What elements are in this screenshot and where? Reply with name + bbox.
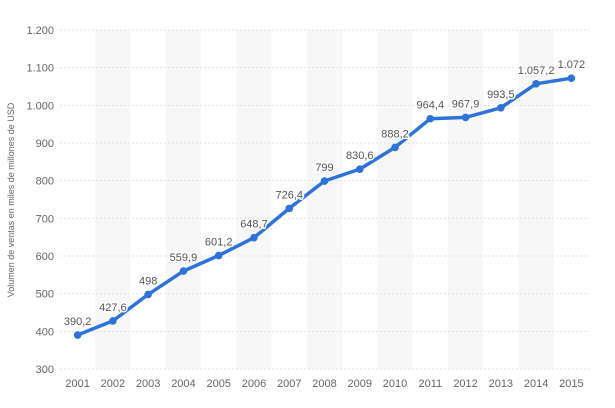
data-point[interactable] xyxy=(355,165,364,173)
y-tick-label: 400 xyxy=(36,326,54,338)
data-label: 601,2 xyxy=(205,237,233,249)
column-bands xyxy=(95,30,554,369)
data-point[interactable] xyxy=(109,317,117,325)
y-tick-label: 1.100 xyxy=(26,63,54,75)
data-point[interactable] xyxy=(179,267,188,275)
data-point[interactable] xyxy=(250,233,258,242)
y-tick-label: 800 xyxy=(36,176,54,188)
y-tick-label: 1.200 xyxy=(26,25,54,37)
y-tick-label: 600 xyxy=(36,251,54,263)
x-axis-ticks: 2001 2002 2003 2004 2005 2006 2007 2008 2009 2010… xyxy=(65,378,583,390)
data-label: 559,9 xyxy=(170,252,198,264)
data-label: 888,2 xyxy=(381,128,409,140)
y-axis-title: Volumen de ventas en miles de millones d… xyxy=(6,102,16,297)
y-tick-label: 900 xyxy=(36,138,54,150)
data-point[interactable] xyxy=(426,114,435,123)
data-point[interactable] xyxy=(567,74,576,83)
x-tick-label: 2004 xyxy=(171,378,195,390)
x-tick-label: 2013 xyxy=(489,378,513,390)
x-tick-label: 2003 xyxy=(136,378,160,390)
y-axis-ticks: 300 400 500 600 700 800 900 1.000 1.100 1.200 xyxy=(26,25,54,376)
data-point[interactable] xyxy=(73,331,82,339)
x-tick-label: 2009 xyxy=(348,378,372,390)
column-band xyxy=(236,30,272,369)
column-band xyxy=(306,30,343,369)
data-label: 799 xyxy=(315,162,333,174)
x-tick-label: 2015 xyxy=(559,378,583,390)
data-label: 1.057,2 xyxy=(518,65,555,77)
data-label: 498 xyxy=(139,275,157,287)
data-label: 964,4 xyxy=(417,100,445,112)
x-tick-label: 2005 xyxy=(206,378,230,390)
data-point[interactable] xyxy=(391,143,399,152)
column-band xyxy=(377,30,413,369)
data-labels: 390,2 427,6 498 559,9 601,2 648,7 726,4 799 830,… xyxy=(62,58,586,330)
x-tick-label: 2008 xyxy=(312,378,336,390)
y-tick-label: 300 xyxy=(36,364,54,376)
data-label: 390,2 xyxy=(64,316,92,328)
x-tick-label: 2014 xyxy=(524,378,548,390)
x-tick-label: 2006 xyxy=(242,378,266,390)
data-point[interactable] xyxy=(461,113,470,122)
x-tick-label: 2002 xyxy=(101,378,125,390)
x-tick-label: 2007 xyxy=(277,378,301,390)
data-point[interactable] xyxy=(285,204,294,213)
column-band xyxy=(447,30,484,369)
x-tick-label: 2012 xyxy=(453,378,477,390)
data-label: 648,7 xyxy=(240,219,268,231)
data-point[interactable] xyxy=(144,290,152,299)
data-label: 967,9 xyxy=(452,98,480,110)
data-label: 726,4 xyxy=(275,189,303,201)
x-tick-label: 2011 xyxy=(418,378,442,390)
data-label: 830,6 xyxy=(346,150,374,162)
data-label: 993,5 xyxy=(487,89,515,101)
y-tick-label: 1.000 xyxy=(26,100,54,112)
y-tick-label: 500 xyxy=(36,289,54,301)
data-label: 427,6 xyxy=(99,302,127,314)
data-point[interactable] xyxy=(320,177,329,185)
x-tick-label: 2010 xyxy=(383,378,407,390)
column-band xyxy=(165,30,202,369)
y-tick-label: 700 xyxy=(36,213,54,225)
data-point[interactable] xyxy=(497,103,505,112)
data-point[interactable] xyxy=(214,251,223,260)
data-point[interactable] xyxy=(532,79,540,88)
data-label: 1.072 xyxy=(558,59,586,71)
x-tick-label: 2001 xyxy=(65,378,89,390)
sales-series xyxy=(73,74,576,339)
